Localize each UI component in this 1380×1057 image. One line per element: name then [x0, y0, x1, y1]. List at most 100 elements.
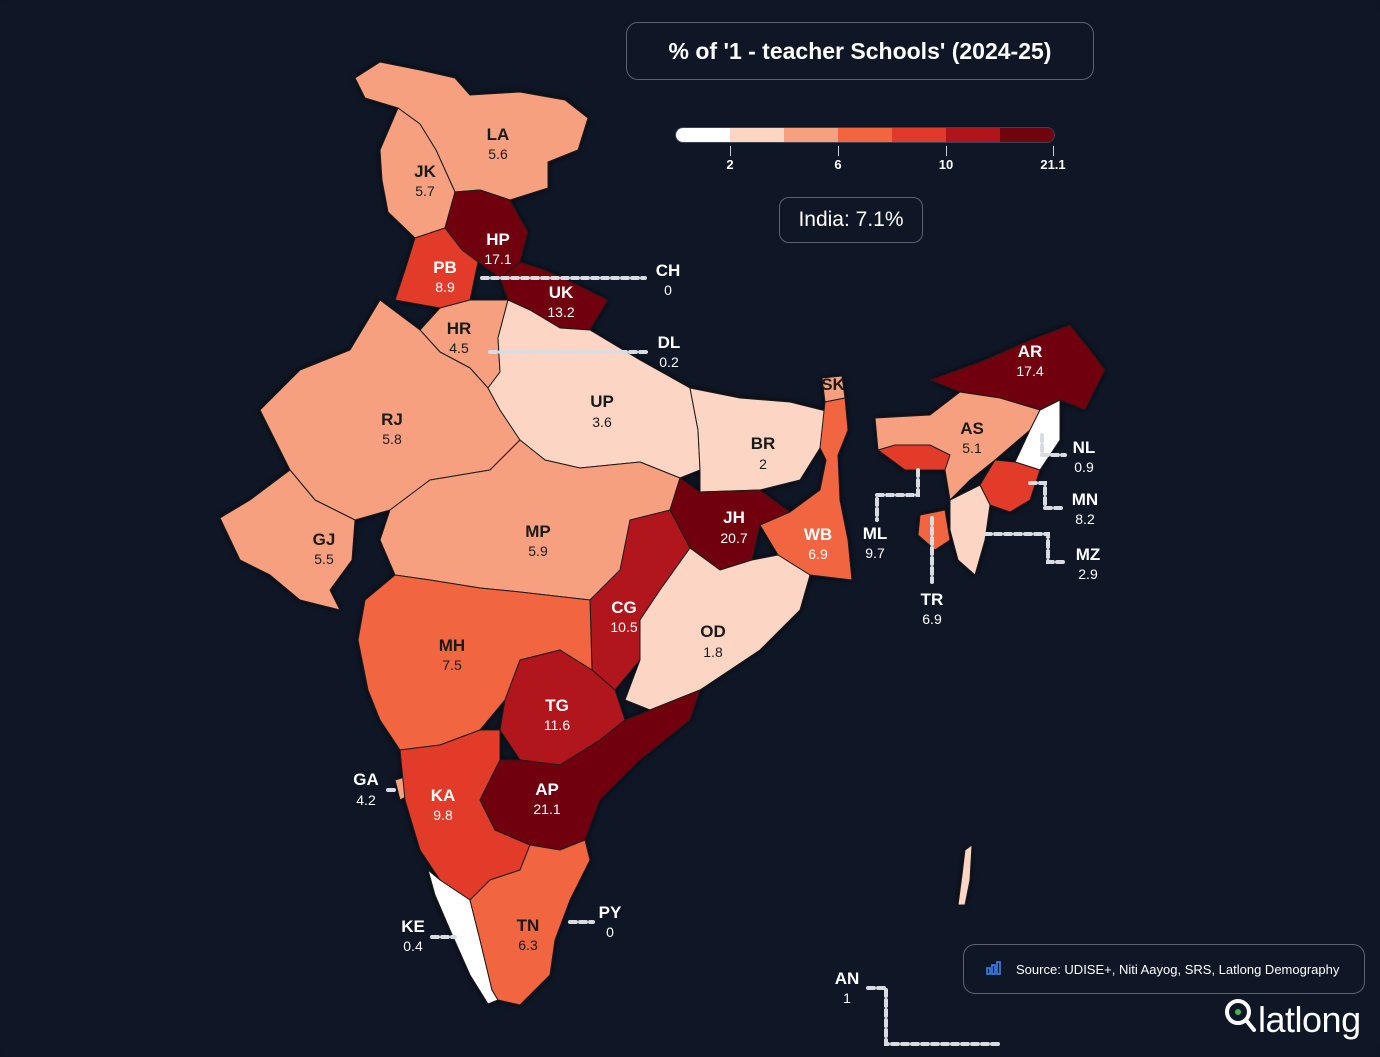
state-region-gj[interactable]	[219, 469, 356, 611]
state-code-label: PY	[599, 903, 622, 922]
location-pin-icon	[1222, 996, 1256, 1045]
legend-tick-mark	[946, 146, 947, 156]
state-value-label: 10.5	[610, 619, 637, 635]
leader-line	[875, 468, 920, 522]
state-value-label: 5.9	[528, 543, 548, 559]
state-value-label: 6.9	[808, 546, 828, 562]
state-code-label: JH	[723, 508, 745, 527]
state-value-label: 0	[664, 282, 672, 298]
state-value-label: 1	[843, 990, 851, 1006]
legend-swatch	[892, 128, 946, 142]
state-code-label: HP	[486, 230, 510, 249]
state-code-label: MH	[439, 636, 465, 655]
state-code-label: KE	[401, 917, 425, 936]
state-code-label: BR	[751, 434, 776, 453]
state-value-label: 2	[759, 456, 767, 472]
source-note: Source: UDISE+, Niti Aayog, SRS, Latlong…	[963, 944, 1365, 994]
state-value-label: 8.9	[435, 279, 455, 295]
state-value-label: 0	[606, 924, 614, 940]
state-code-label: AR	[1018, 342, 1043, 361]
india-average-badge: India: 7.1%	[779, 197, 923, 243]
state-region-ml[interactable]	[877, 444, 951, 471]
state-code-label: CG	[611, 598, 637, 617]
state-code-label: PB	[433, 258, 457, 277]
state-value-label: 21.1	[533, 801, 560, 817]
state-value-label: 11.6	[544, 717, 570, 733]
state-value-label: 5.1	[962, 440, 982, 456]
legend-swatch	[676, 128, 730, 142]
map-title: % of '1 - teacher Schools' (2024-25)	[626, 22, 1094, 80]
state-value-label: 9.7	[865, 545, 885, 561]
state-code-label: HR	[447, 319, 472, 338]
state-region-an[interactable]	[957, 844, 973, 906]
legend-tick-label: 21.1	[1040, 157, 1066, 172]
state-value-label: 17.1	[484, 251, 511, 267]
state-code-label: GA	[353, 770, 379, 789]
state-code-label: GJ	[313, 530, 336, 549]
state-code-label: UP	[590, 392, 614, 411]
state-value-label: 4.5	[449, 340, 469, 356]
legend-swatch	[946, 128, 1000, 142]
legend-swatch	[1000, 128, 1054, 142]
state-value-label: 0.4	[403, 938, 423, 954]
brand-name: latlong	[1258, 999, 1361, 1040]
state-region-up[interactable]	[487, 299, 701, 479]
state-code-label: WB	[804, 525, 832, 544]
bar-chart-icon	[986, 960, 1002, 978]
state-code-label: KA	[431, 786, 456, 805]
state-code-label: ML	[863, 524, 888, 543]
state-value-label: 8.2	[1075, 511, 1095, 527]
state-code-label: LA	[487, 125, 510, 144]
state-code-label: NL	[1073, 438, 1096, 457]
state-code-label: RJ	[381, 410, 403, 429]
state-value-label: 4.2	[356, 792, 376, 808]
source-text: Source: UDISE+, Niti Aayog, SRS, Latlong…	[1016, 961, 1340, 977]
state-value-label: 5.5	[314, 551, 334, 567]
state-value-label: 1.8	[703, 644, 723, 660]
state-value-label: 0.9	[1074, 459, 1094, 475]
state-code-label: AP	[535, 780, 559, 799]
state-region-mz[interactable]	[949, 484, 991, 576]
state-value-label: 5.7	[415, 183, 435, 199]
color-scale-legend	[676, 128, 1054, 142]
state-code-label: TR	[921, 590, 944, 609]
legend-tick-label: 10	[938, 157, 954, 172]
state-code-label: MN	[1072, 490, 1098, 509]
state-region-br[interactable]	[689, 387, 831, 493]
state-value-label: 5.8	[382, 431, 402, 447]
state-code-label: DL	[658, 333, 681, 352]
state-code-label: UK	[549, 283, 574, 302]
legend-tick-label: 6	[834, 157, 842, 172]
state-value-label: 2.9	[1078, 566, 1098, 582]
state-value-label: 7.5	[442, 657, 462, 673]
legend-tick-mark	[730, 146, 731, 156]
state-value-label: 6.3	[518, 937, 538, 953]
leader-line	[983, 532, 1067, 564]
legend-swatch	[838, 128, 892, 142]
state-value-label: 9.8	[433, 807, 453, 823]
state-code-label: OD	[700, 622, 726, 641]
state-value-label: 20.7	[720, 530, 747, 546]
legend-swatch	[784, 128, 838, 142]
state-code-label: TG	[545, 696, 569, 715]
state-code-label: SK	[821, 375, 845, 394]
state-code-label: TN	[517, 916, 540, 935]
state-value-label: 0.2	[659, 354, 679, 370]
state-code-label: MZ	[1076, 545, 1101, 564]
state-value-label: 13.2	[547, 304, 574, 320]
state-region-tn[interactable]	[469, 839, 591, 1006]
state-code-label: AS	[960, 419, 984, 438]
state-value-label: 17.4	[1016, 363, 1043, 379]
legend-tick-mark	[838, 146, 839, 156]
state-code-label: AN	[835, 969, 860, 988]
leader-line	[866, 986, 1002, 1046]
state-value-label: 6.9	[922, 611, 942, 627]
state-region-od[interactable]	[624, 547, 811, 711]
state-code-label: JK	[414, 162, 436, 181]
state-value-label: 5.6	[488, 146, 508, 162]
state-code-label: CH	[656, 261, 681, 280]
legend-tick-label: 2	[726, 157, 734, 172]
leader-line	[1040, 433, 1067, 457]
state-code-label: MP	[525, 522, 551, 541]
